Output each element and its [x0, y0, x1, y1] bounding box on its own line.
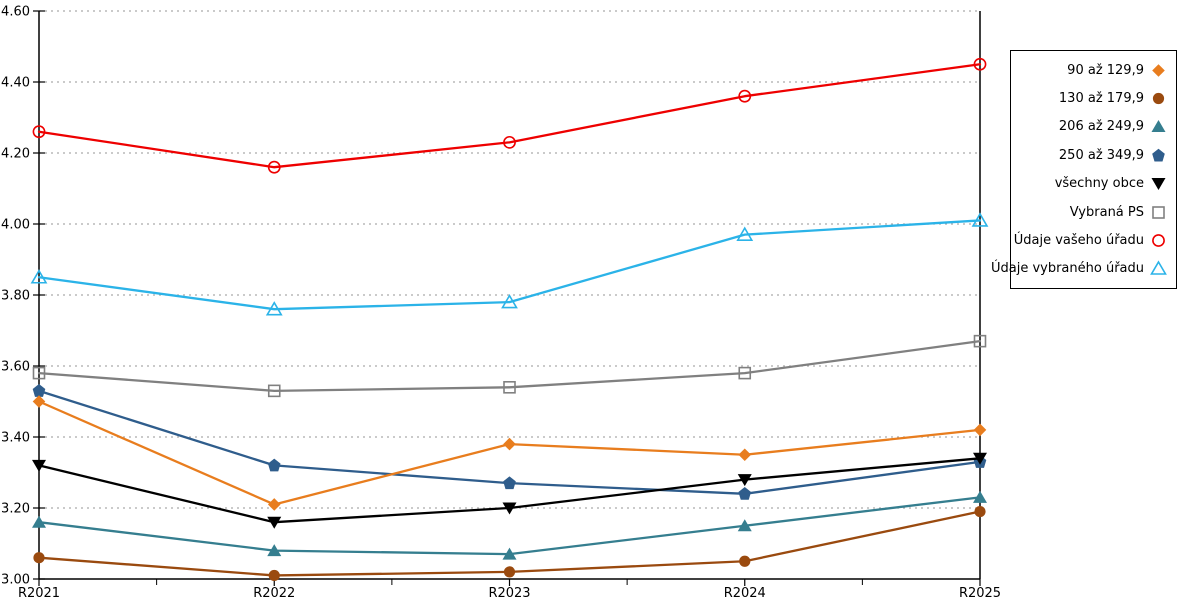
series-marker-90-až-129-9: [973, 423, 987, 437]
series-line-vybraná-ps: [37, 339, 982, 393]
series-marker-90-až-129-9: [738, 448, 752, 462]
diamond-marker-icon: [1152, 63, 1165, 77]
legend-marker-shape: [1151, 178, 1166, 191]
legend-marker-shape: [1151, 120, 1166, 133]
series-marker-90-až-129-9: [267, 498, 281, 511]
series-marker-údaje-vašeho-úřadu: [503, 135, 516, 149]
series-marker-údaje-vybraného-úřadu: [30, 269, 48, 284]
legend-item-údaje-vybraného-úřadu: Údaje vybraného úřadu: [991, 255, 1176, 283]
triangle-up-marker-icon: [1151, 120, 1166, 133]
circle-marker-icon: [1152, 234, 1165, 247]
series-marker-všechny-obce: [32, 459, 46, 472]
series-marker-130-až-179-9: [268, 569, 280, 582]
series-marker-250-až-349-9: [738, 487, 752, 500]
pentagon-marker-icon: [1152, 148, 1165, 162]
legend-label: Údaje vašeho úřadu: [1013, 233, 1144, 249]
series-marker-vybraná-ps: [503, 380, 516, 394]
series-line-údaje-vybraného-úřadu: [37, 219, 982, 311]
series-marker-údaje-vašeho-úřadu: [738, 89, 752, 103]
legend-item-130-až-179-9: 130 až 179,9: [1011, 84, 1176, 112]
y-tick-label: 4.40: [1, 76, 30, 91]
series-marker-130-až-179-9: [739, 555, 751, 567]
square-marker-icon: [1152, 205, 1165, 219]
series-marker-130-až-179-9: [33, 552, 45, 564]
series-marker-206-až-249-9: [973, 490, 987, 503]
legend-marker-shape: [1152, 234, 1165, 247]
series-line-údaje-vašeho-úřadu: [37, 63, 982, 169]
y-tick-label: 4.60: [1, 5, 30, 20]
series-marker-údaje-vašeho-úřadu: [32, 125, 46, 139]
legend-marker-shape: [1150, 260, 1167, 276]
legend-item-206-až-249-9: 206 až 249,9: [1011, 113, 1176, 141]
series-marker-90-až-129-9: [32, 395, 46, 408]
x-tick-label: R2025: [959, 586, 1001, 600]
legend-item-údaje-vašeho-úřadu: Údaje vašeho úřadu: [1011, 226, 1176, 254]
legend-marker-shape: [1152, 205, 1165, 219]
legend-marker-shape: [1152, 63, 1165, 77]
y-tick-label: 4.00: [1, 218, 30, 233]
series-marker-206-až-249-9: [502, 547, 517, 560]
series-marker-údaje-vašeho-úřadu: [267, 160, 281, 174]
legend-label: všechny obce: [1054, 176, 1144, 192]
x-tick-label: R2021: [18, 586, 60, 600]
legend-item-90-až-129-9: 90 až 129,9: [1011, 56, 1176, 84]
legend-label: 206 až 249,9: [1058, 119, 1144, 135]
y-tick-label: 3.60: [1, 360, 30, 375]
legend-marker-shape: [1152, 148, 1165, 162]
legend-label: 130 až 179,9: [1058, 91, 1144, 107]
series-marker-údaje-vybraného-úřadu: [971, 212, 989, 227]
series-marker-206-až-249-9: [32, 515, 46, 528]
series-marker-130-až-179-9: [974, 505, 986, 518]
series-marker-vybraná-ps: [738, 366, 752, 380]
x-tick-label: R2023: [488, 586, 530, 600]
series-marker-vybraná-ps: [32, 366, 46, 380]
series-marker-206-až-249-9: [737, 519, 752, 532]
series-marker-250-až-349-9: [503, 476, 516, 490]
series-marker-206-až-249-9: [267, 544, 282, 557]
y-tick-label: 3.20: [1, 502, 30, 517]
legend-item-250-až-349-9: 250 až 349,9: [1011, 141, 1176, 169]
legend-marker-shape: [1152, 92, 1165, 105]
series-marker-130-až-179-9: [503, 566, 516, 578]
series-marker-250-až-349-9: [32, 384, 46, 397]
x-tick-label: R2022: [253, 586, 295, 600]
legend-label: 90 až 129,9: [1067, 62, 1144, 78]
circle-marker-icon: [1152, 92, 1165, 105]
chart-legend: 90 až 129,9 130 až 179,9 206 až 249,9 250 a…: [991, 50, 1177, 289]
y-tick-label: 3.80: [1, 289, 30, 304]
series-marker-90-až-129-9: [503, 437, 516, 451]
legend-label: Údaje vybraného úřadu: [990, 261, 1144, 277]
legend-label: Vybraná PS: [1069, 204, 1144, 220]
series-marker-údaje-vybraného-úřadu: [501, 294, 518, 309]
triangle-up-marker-icon: [1150, 260, 1167, 276]
series-marker-údaje-vybraného-úřadu: [265, 301, 283, 316]
triangle-down-marker-icon: [1151, 178, 1166, 191]
series-marker-všechny-obce: [973, 452, 987, 465]
series-marker-všechny-obce: [502, 502, 517, 515]
legend-item-vybraná-ps: Vybraná PS: [1011, 198, 1176, 226]
series-marker-údaje-vybraného-úřadu: [736, 226, 754, 241]
series-marker-250-až-349-9: [267, 458, 281, 472]
series-line-130-až-179-9: [37, 510, 982, 577]
series-marker-údaje-vašeho-úřadu: [973, 57, 987, 71]
legend-label: 250 až 349,9: [1058, 147, 1144, 163]
series-marker-všechny-obce: [737, 474, 752, 487]
y-tick-label: 3.00: [1, 573, 30, 588]
legend-item-všechny-obce: všechny obce: [1011, 170, 1176, 198]
x-tick-label: R2024: [724, 586, 766, 600]
y-tick-label: 3.40: [1, 431, 30, 446]
series-marker-všechny-obce: [267, 516, 282, 529]
series-marker-vybraná-ps: [973, 334, 987, 348]
y-tick-label: 4.20: [1, 147, 30, 162]
series-marker-vybraná-ps: [267, 384, 281, 398]
